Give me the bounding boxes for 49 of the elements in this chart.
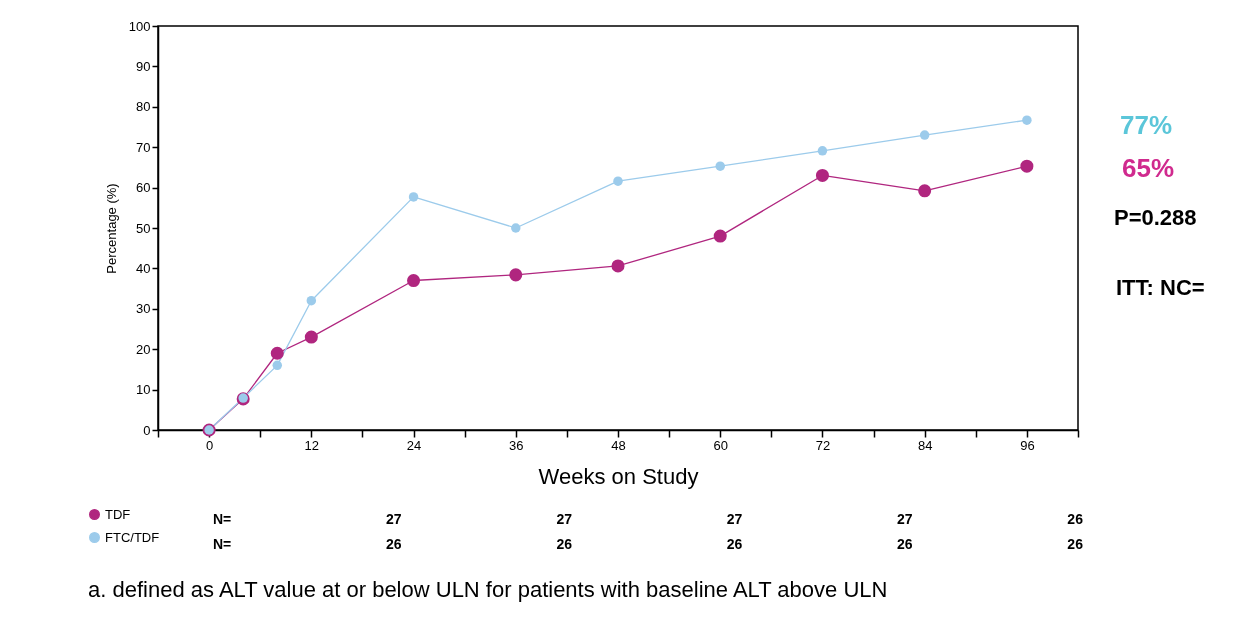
y-tick-label: 70 bbox=[136, 139, 151, 155]
y-axis-title: Percentage (%) bbox=[103, 183, 119, 274]
y-tick-label: 40 bbox=[136, 260, 151, 276]
text: ITT: NC= bbox=[1116, 275, 1205, 301]
x-tick-label: 12 bbox=[304, 437, 320, 453]
y-tick-label: 50 bbox=[136, 220, 151, 236]
y-tick-label: 10 bbox=[136, 382, 151, 398]
x-tick-label: 0 bbox=[205, 437, 214, 453]
x-tick-label: 36 bbox=[509, 437, 524, 453]
x-axis-title: Weeks on Study bbox=[538, 463, 699, 489]
point bbox=[611, 259, 625, 273]
text: N= 26 26 26 26 26 bbox=[213, 536, 1083, 552]
text: 65% bbox=[1122, 153, 1175, 184]
y-tick-label: 80 bbox=[136, 99, 151, 115]
x-tick-label: 24 bbox=[406, 437, 422, 453]
legend-label: FTC/TDF bbox=[105, 529, 160, 545]
legend-label: TDF bbox=[105, 506, 131, 522]
y-tick-label: 30 bbox=[136, 301, 151, 317]
x-tick-label: 48 bbox=[611, 437, 626, 453]
x-tick-label: 84 bbox=[917, 437, 933, 453]
point bbox=[408, 192, 419, 202]
y-tick-label: 20 bbox=[136, 341, 151, 357]
point bbox=[511, 223, 521, 233]
point bbox=[272, 360, 282, 371]
text: N= 27 27 27 27 26 bbox=[213, 511, 1083, 527]
text: 77% bbox=[1120, 110, 1173, 141]
point bbox=[1022, 115, 1032, 125]
point bbox=[306, 295, 317, 306]
point bbox=[407, 274, 421, 288]
point bbox=[815, 168, 829, 182]
y-tick-label: 60 bbox=[136, 180, 151, 196]
point bbox=[509, 268, 523, 282]
text: a. defined as ALT value at or below ULN for patients with baseline ALT above ULN bbox=[88, 577, 888, 603]
point bbox=[270, 346, 284, 360]
point bbox=[919, 130, 930, 140]
point bbox=[918, 184, 932, 198]
point bbox=[613, 176, 623, 186]
y-tick-label: 0 bbox=[143, 422, 151, 438]
x-tick-label: 60 bbox=[713, 437, 728, 453]
point bbox=[713, 229, 727, 243]
x-tick-label: 96 bbox=[1020, 437, 1035, 453]
point bbox=[1020, 159, 1034, 173]
y-tick-label: 90 bbox=[136, 58, 151, 74]
y-tick-label: 100 bbox=[128, 18, 151, 34]
text: P=0.288 bbox=[1114, 205, 1197, 231]
point bbox=[715, 161, 725, 171]
point bbox=[304, 330, 318, 344]
x-tick-label: 72 bbox=[815, 437, 831, 453]
point bbox=[817, 146, 828, 156]
